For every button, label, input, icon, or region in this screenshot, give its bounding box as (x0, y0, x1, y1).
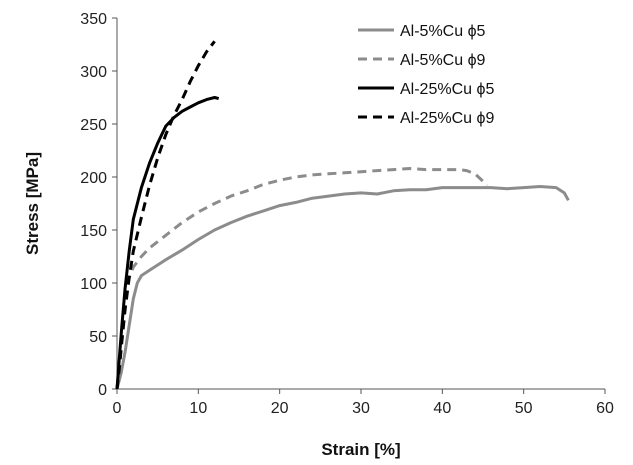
legend-label-4: Al-25%Cu ϕ9 (400, 110, 494, 127)
x-tick-label: 50 (515, 400, 533, 417)
y-tick-label: 300 (80, 64, 107, 81)
x-ticks: 0 10 20 30 40 50 60 (113, 389, 614, 417)
y-tick-label: 100 (80, 276, 107, 293)
series-line-4 (115, 40, 216, 390)
y-tick-label: 150 (80, 223, 107, 240)
series-line-1 (115, 185, 570, 390)
x-axis-title: Strain [%] (321, 440, 400, 459)
legend-label-3: Al-25%Cu ϕ5 (400, 81, 494, 98)
y-tick-label: 350 (80, 11, 107, 28)
y-tick-label: 0 (98, 382, 107, 399)
y-tick-label: 50 (89, 329, 107, 346)
x-tick-label: 30 (352, 400, 370, 417)
x-tick-label: 10 (189, 400, 207, 417)
series-line-3 (115, 96, 220, 390)
x-tick-label: 60 (596, 400, 614, 417)
series-line-2 (115, 167, 489, 390)
legend-label-2: Al-5%Cu ϕ9 (400, 52, 486, 69)
legend: Al-5%Cu ϕ5 Al-5%Cu ϕ9 Al-25%Cu ϕ5 Al-25%Cu … (358, 23, 494, 127)
series-group (115, 40, 570, 390)
x-tick-label: 40 (433, 400, 451, 417)
y-tick-label: 200 (80, 170, 107, 187)
x-tick-label: 20 (271, 400, 289, 417)
legend-label-1: Al-5%Cu ϕ5 (400, 23, 486, 40)
axes (116, 18, 605, 390)
x-tick-label: 0 (113, 400, 122, 417)
y-axis-title: Stress [MPa] (23, 152, 42, 255)
y-ticks: 0 50 100 150 200 250 300 350 (80, 11, 117, 399)
y-tick-label: 250 (80, 117, 107, 134)
